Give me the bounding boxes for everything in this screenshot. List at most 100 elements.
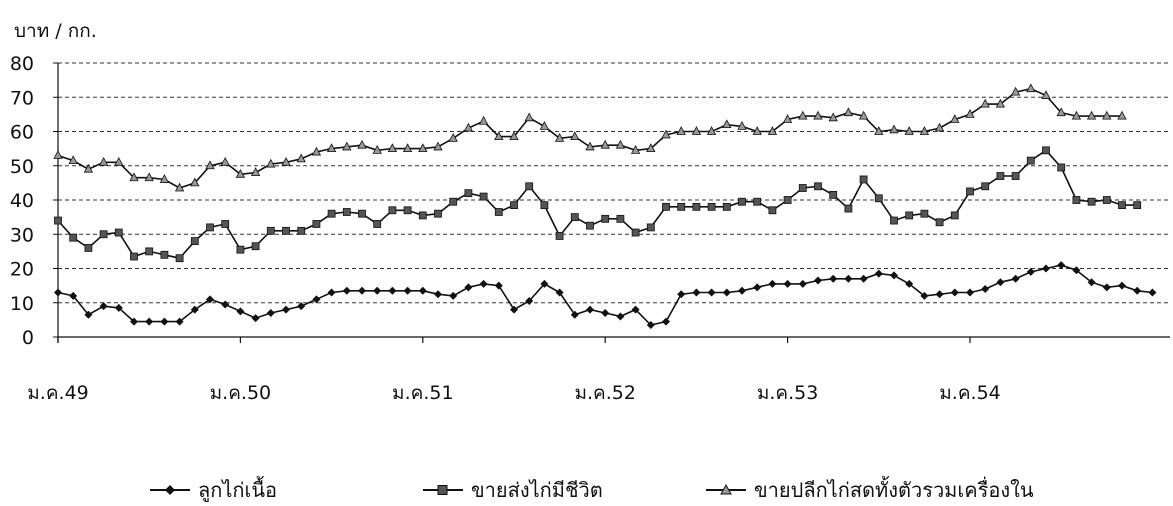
data-point-square	[54, 216, 62, 225]
data-point-square	[434, 209, 442, 218]
y-tick-label: 60	[10, 122, 34, 144]
data-point-square	[768, 206, 777, 215]
y-tick-label: 80	[10, 53, 34, 75]
data-point-triangle	[813, 110, 823, 120]
legend-label-retail: ขายปลีกไก่สดทั้งตัวรวมเครื่องใน	[754, 478, 1034, 502]
data-point-diamond	[418, 286, 427, 295]
data-point-triangle	[539, 121, 550, 130]
data-point-diamond	[1072, 266, 1081, 275]
data-point-square	[1011, 172, 1020, 180]
data-point-triangle	[1071, 110, 1082, 120]
data-point-diamond	[145, 317, 154, 326]
data-point-diamond	[1102, 283, 1111, 292]
data-point-diamond	[84, 310, 93, 319]
legend-item-chicks: ลูกไก่เนื้อ	[148, 474, 277, 506]
data-point-square	[190, 237, 199, 246]
data-point-triangle	[600, 139, 610, 149]
data-point-square	[646, 223, 655, 232]
data-point-square	[69, 233, 78, 242]
data-point-square	[707, 202, 716, 211]
data-point-diamond	[798, 279, 807, 288]
data-point-square	[844, 204, 853, 213]
data-point-triangle	[889, 124, 899, 134]
data-point-diamond	[905, 279, 914, 288]
data-point-diamond	[236, 307, 245, 316]
data-point-square	[555, 232, 564, 240]
data-point-triangle	[661, 129, 671, 139]
legend-item-retail: ขายปลีกไก่สดทั้งตัวรวมเครื่องใน	[704, 474, 1034, 506]
data-point-square	[783, 196, 792, 204]
data-point-square	[1087, 197, 1096, 206]
data-point-triangle	[433, 141, 443, 151]
data-point-diamond	[312, 295, 321, 304]
data-point-triangle	[159, 174, 170, 183]
data-point-square	[859, 175, 868, 184]
data-point-square	[510, 201, 518, 210]
y-tick-label: 40	[10, 190, 34, 212]
x-tick-label: ม.ค.49	[27, 382, 89, 404]
data-point-diamond	[844, 274, 853, 283]
data-point-square	[950, 211, 959, 220]
data-point-square	[312, 220, 321, 228]
data-point-triangle	[402, 143, 413, 153]
data-point-triangle	[630, 144, 641, 154]
data-point-triangle	[874, 126, 884, 135]
data-point-triangle	[706, 126, 717, 135]
data-point-square	[525, 182, 534, 191]
data-point-triangle	[83, 163, 94, 173]
data-point-triangle	[965, 109, 975, 118]
data-point-diamond	[707, 288, 716, 297]
data-point-square	[874, 194, 883, 203]
data-point-square	[160, 250, 169, 259]
data-point-diamond	[616, 312, 625, 321]
data-point-diamond	[358, 286, 366, 295]
data-point-square	[890, 216, 898, 225]
data-point-square	[540, 201, 549, 210]
data-point-triangle	[646, 143, 656, 153]
data-point-triangle	[615, 139, 626, 149]
data-point-diamond	[829, 274, 838, 283]
data-point-diamond	[1057, 261, 1066, 270]
data-point-square	[342, 208, 351, 216]
data-point-square	[327, 209, 336, 218]
data-point-diamond	[1026, 267, 1035, 276]
data-point-triangle	[1026, 83, 1036, 93]
data-point-diamond	[890, 271, 898, 280]
data-point-square	[586, 221, 594, 230]
data-point-square	[616, 214, 625, 223]
data-point-diamond	[996, 278, 1005, 287]
data-point-square	[798, 184, 807, 192]
data-point-square	[570, 213, 579, 222]
data-point-square	[1133, 201, 1142, 210]
data-point-triangle	[934, 122, 945, 132]
data-point-triangle	[448, 133, 458, 142]
y-axis-title: บาท / กก.	[14, 20, 97, 42]
legend-label-chicks: ลูกไก่เนื้อ	[198, 478, 278, 502]
data-point-diamond	[1118, 281, 1126, 290]
data-point-square	[358, 209, 366, 218]
data-point-triangle	[798, 110, 808, 120]
data-point-triangle	[418, 143, 428, 153]
data-point-square	[99, 230, 108, 239]
data-point-triangle	[585, 141, 595, 151]
data-point-square	[920, 209, 929, 218]
series-line-3	[57, 87, 1122, 189]
data-point-square	[692, 202, 701, 211]
data-point-diamond	[130, 317, 138, 326]
legend: ลูกไก่เนื้อ ขายส่งไก่มีชีวิต ขายปลีกไก่ส…	[0, 474, 1173, 504]
data-point-triangle	[342, 141, 352, 151]
data-point-triangle	[1086, 110, 1097, 120]
data-point-square	[935, 218, 944, 227]
data-point-triangle	[250, 167, 261, 177]
data-point-square	[297, 226, 306, 235]
data-point-square	[418, 211, 427, 220]
data-point-diamond	[874, 269, 883, 278]
data-point-diamond	[114, 303, 123, 312]
data-point-square	[829, 190, 838, 199]
data-point-triangle	[357, 139, 367, 149]
data-point-square	[449, 197, 458, 206]
data-point-triangle	[220, 156, 230, 166]
data-point-diamond	[966, 288, 974, 297]
data-point-diamond	[722, 288, 731, 297]
data-point-diamond	[69, 291, 78, 300]
